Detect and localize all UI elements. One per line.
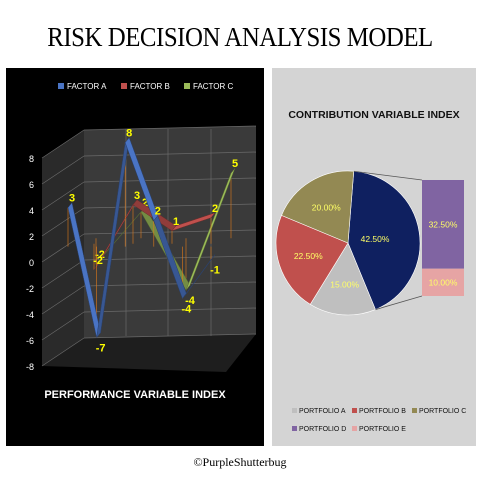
gridline <box>83 333 257 339</box>
data-label: -4 <box>185 295 196 307</box>
legend-swatch <box>292 408 297 413</box>
y-tick-label: -6 <box>26 336 34 346</box>
pie-data-label: 22.50% <box>294 251 323 261</box>
data-label: 2 <box>155 206 161 218</box>
performance-chart-panel: 8 6 4 2 0 -2 -4 -6 -8 FACTOR A FACTOR B FACTOR C -2 2… <box>6 68 264 446</box>
contribution-chart: CONTRIBUTION VARIABLE INDEX 42.50% 15.00% 2… <box>275 109 466 433</box>
legend-label: FACTOR C <box>193 82 234 91</box>
legend-swatch <box>184 83 190 89</box>
y-tick-label: -2 <box>26 284 34 294</box>
y-tick-label: 0 <box>29 258 34 268</box>
gridline-side <box>41 285 85 315</box>
legend-label: PORTFOLIO D <box>299 426 346 433</box>
contribution-chart-panel: CONTRIBUTION VARIABLE INDEX 42.50% 15.00% 2… <box>272 68 476 446</box>
gridline <box>83 281 257 287</box>
data-label: 5 <box>232 158 238 170</box>
series-segment <box>185 168 236 291</box>
legend-label: PORTFOLIO A <box>299 408 346 415</box>
legend-swatch <box>352 426 357 431</box>
gridline-side <box>41 155 85 185</box>
bar-segment <box>422 180 464 269</box>
series-segment <box>182 254 216 299</box>
pie-data-label: 15.00% <box>330 280 359 290</box>
data-label: 8 <box>126 128 132 140</box>
data-label: -4 <box>182 304 193 316</box>
y-tick-label: -8 <box>26 362 34 372</box>
bar-data-label: 10.00% <box>429 277 458 287</box>
y-tick-label: 6 <box>29 180 34 190</box>
legend-label: PORTFOLIO B <box>359 408 406 415</box>
legend-swatch <box>58 83 64 89</box>
gridline-side <box>41 129 85 159</box>
bar-segment <box>422 268 464 296</box>
data-label: -7 <box>96 343 106 355</box>
pie-slice <box>309 242 376 316</box>
pie-slice <box>347 170 421 310</box>
gridline-side <box>41 311 85 341</box>
y-tick-label: 4 <box>29 206 34 216</box>
data-label: -1 <box>210 265 220 277</box>
legend-swatch <box>412 408 417 413</box>
connector-line <box>353 170 423 181</box>
data-label: 3 <box>134 190 140 202</box>
legend-label: FACTOR A <box>67 82 107 91</box>
gridline-side <box>41 259 85 289</box>
series-factor-a: 3 -7 8 2 -4 -1 <box>67 128 220 355</box>
gridline-side <box>41 337 85 367</box>
y-tick-label: -4 <box>26 310 34 320</box>
legend-swatch <box>352 408 357 413</box>
y-tick-label: 8 <box>29 154 34 164</box>
series-segment <box>171 212 216 232</box>
legend-label: PORTFOLIO E <box>359 426 406 433</box>
chart-floor <box>42 334 256 372</box>
performance-chart: 8 6 4 2 0 -2 -4 -6 -8 FACTOR A FACTOR B FACTOR C -2 2… <box>26 82 257 401</box>
legend-label: PORTFOLIO C <box>419 408 466 415</box>
legend-label: FACTOR B <box>130 82 170 91</box>
data-label: -2 <box>95 249 105 261</box>
chart-title: CONTRIBUTION VARIABLE INDEX <box>288 109 459 121</box>
data-label: 2 <box>142 197 148 209</box>
connector-line <box>375 295 423 310</box>
legend-swatch <box>121 83 127 89</box>
data-label: -2 <box>93 255 103 267</box>
chart-title: PERFORMANCE VARIABLE INDEX <box>44 389 226 401</box>
data-label: 3 <box>69 193 75 205</box>
gridline <box>83 177 257 183</box>
gridline <box>83 307 257 313</box>
y-tick-label: 2 <box>29 232 34 242</box>
pie-slice <box>275 214 349 305</box>
gridline-side <box>41 207 85 237</box>
gridline <box>83 151 257 157</box>
data-label: 1 <box>173 216 179 228</box>
gridline-side <box>41 181 85 211</box>
gridline <box>83 125 257 131</box>
credit-text: ©PurpleShutterbug <box>193 455 287 469</box>
bar-data-label: 32.50% <box>429 219 458 229</box>
gridline <box>83 203 257 209</box>
legend-swatch <box>292 426 297 431</box>
pie-data-label: 20.00% <box>312 202 341 212</box>
data-label: 2 <box>212 203 218 215</box>
pie-data-label: 42.50% <box>361 234 390 244</box>
page-title: RISK DECISION ANALYSIS MODEL <box>47 22 433 52</box>
pie-slice <box>281 170 355 244</box>
